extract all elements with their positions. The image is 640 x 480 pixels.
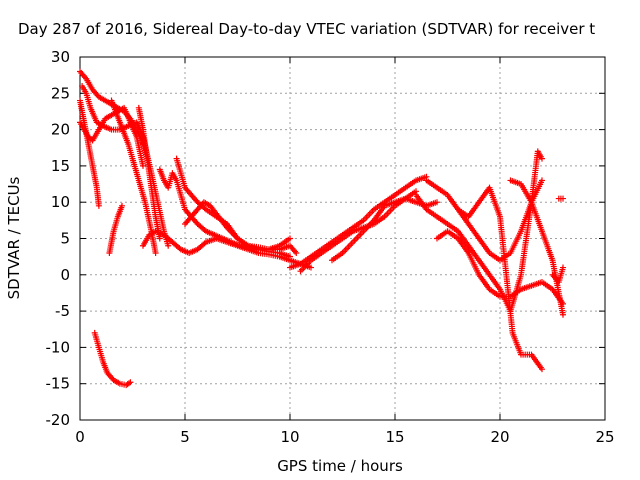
data-point — [287, 235, 293, 242]
data-point — [293, 250, 300, 257]
x-tick-label: 25 — [595, 428, 614, 446]
plot-area-border — [79, 56, 606, 421]
chart-title: Day 287 of 2016, Sidereal Day-to-day VTE… — [18, 20, 595, 38]
data-point — [539, 366, 545, 373]
x-tick-label: 15 — [385, 428, 404, 446]
series-track-7 — [106, 202, 125, 257]
y-axis-label: SDTVAR / TECUs — [5, 176, 23, 299]
series-track-17 — [413, 148, 545, 315]
x-axis-label: GPS time / hours — [277, 457, 403, 475]
series-track-19 — [455, 184, 545, 373]
data-point — [308, 264, 314, 271]
y-tick-label: 10 — [51, 193, 70, 211]
series-track-11 — [173, 155, 293, 253]
data-point — [165, 242, 172, 249]
y-tick-label: 5 — [60, 230, 70, 248]
series-track-21 — [549, 264, 566, 286]
data-point — [539, 177, 545, 184]
data-point — [152, 250, 159, 257]
series-track-8 — [91, 329, 134, 389]
data-point — [140, 162, 146, 169]
series-track-13 — [287, 173, 430, 271]
data-point — [156, 235, 163, 242]
series-track-20 — [507, 177, 566, 318]
data-point — [560, 264, 566, 271]
series-track-2 — [77, 97, 102, 209]
y-tick-label: 0 — [60, 266, 70, 284]
y-tick-label: 30 — [51, 48, 70, 66]
data-point — [560, 195, 566, 202]
y-tick-label: -20 — [46, 411, 71, 429]
series-track-12 — [182, 199, 300, 257]
data-point — [287, 253, 293, 260]
data-point — [539, 155, 545, 162]
x-tick-label: 0 — [75, 428, 85, 446]
data-point — [119, 202, 125, 209]
tick-labels: 0 5 10 15 20 25 -20 -15 -10 -5 0 5 10 15 20 25 30 — [46, 48, 615, 446]
y-tick-label: 20 — [51, 121, 70, 139]
x-tick-label: 20 — [490, 428, 509, 446]
series-track-9 — [140, 228, 314, 271]
y-tick-label: -15 — [46, 375, 71, 393]
x-tick-label: 10 — [280, 428, 299, 446]
series-track-22 — [555, 195, 566, 202]
x-tick-label: 5 — [180, 428, 190, 446]
series-track-4 — [77, 104, 146, 169]
y-tick-label: 25 — [51, 84, 70, 102]
data-point — [434, 199, 440, 206]
data-point — [127, 379, 134, 386]
data-points — [77, 68, 566, 389]
y-tick-label: 15 — [51, 157, 70, 175]
y-tick-label: -5 — [55, 302, 70, 320]
y-tick-label: -10 — [46, 338, 71, 356]
data-point — [95, 202, 102, 209]
data-point — [560, 311, 566, 318]
